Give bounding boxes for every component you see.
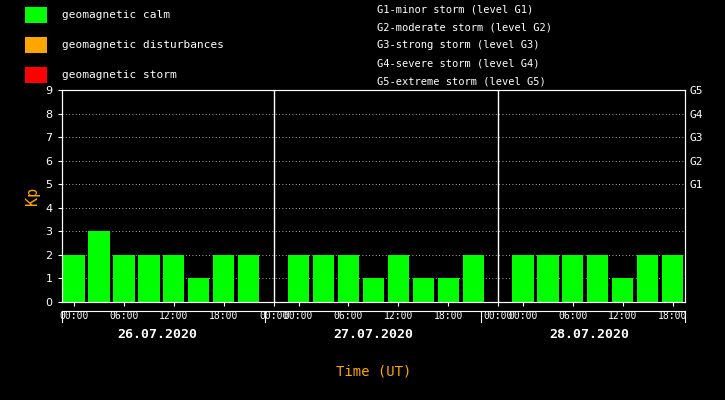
Y-axis label: Kp: Kp (25, 187, 40, 205)
Bar (362, 278, 384, 302)
Text: 26.07.2020: 26.07.2020 (117, 328, 197, 341)
Bar (537, 255, 558, 302)
Bar (25, 67, 47, 83)
Text: Time (UT): Time (UT) (336, 364, 411, 378)
Bar (188, 278, 210, 302)
Text: geomagnetic storm: geomagnetic storm (62, 70, 176, 80)
Bar (513, 255, 534, 302)
Bar (313, 255, 334, 302)
Bar (438, 278, 459, 302)
Bar (563, 255, 584, 302)
Bar (587, 255, 608, 302)
Text: G5-extreme storm (level G5): G5-extreme storm (level G5) (377, 76, 546, 86)
Text: G2-moderate storm (level G2): G2-moderate storm (level G2) (377, 22, 552, 32)
Text: geomagnetic disturbances: geomagnetic disturbances (62, 40, 223, 50)
Bar (113, 255, 135, 302)
Text: G3-strong storm (level G3): G3-strong storm (level G3) (377, 40, 539, 50)
Bar (88, 231, 109, 302)
Text: 27.07.2020: 27.07.2020 (334, 328, 413, 341)
Text: G1-minor storm (level G1): G1-minor storm (level G1) (377, 4, 534, 14)
Bar (612, 278, 634, 302)
Bar (338, 255, 359, 302)
Bar (288, 255, 309, 302)
Bar (413, 278, 434, 302)
Text: G4-severe storm (level G4): G4-severe storm (level G4) (377, 58, 539, 68)
Bar (25, 37, 47, 53)
Bar (463, 255, 484, 302)
Bar (138, 255, 160, 302)
Bar (238, 255, 260, 302)
Text: geomagnetic calm: geomagnetic calm (62, 10, 170, 20)
Bar (213, 255, 234, 302)
Bar (637, 255, 658, 302)
Bar (25, 7, 47, 23)
Bar (64, 255, 85, 302)
Text: 28.07.2020: 28.07.2020 (550, 328, 629, 341)
Bar (687, 255, 708, 302)
Bar (662, 255, 683, 302)
Bar (163, 255, 184, 302)
Bar (388, 255, 409, 302)
